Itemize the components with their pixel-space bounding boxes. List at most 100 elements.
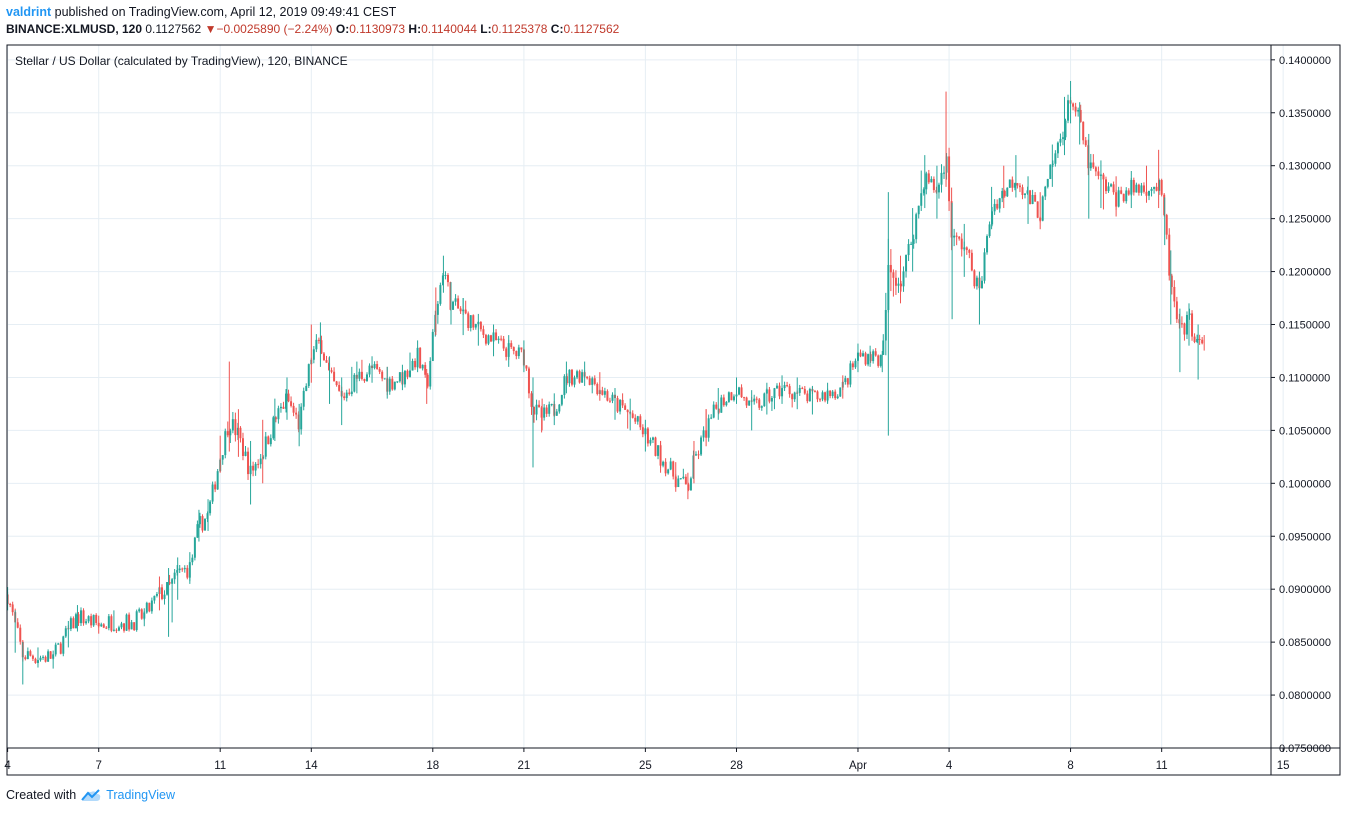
candle-body <box>689 478 692 491</box>
candle-body <box>414 360 417 368</box>
candle-body <box>725 401 728 406</box>
candle-body <box>970 252 973 271</box>
candle-body <box>872 351 875 362</box>
candle-body <box>26 651 29 660</box>
candle-body <box>679 478 682 480</box>
candle-body <box>788 386 791 395</box>
candle-body <box>1082 121 1085 141</box>
candle-body <box>953 235 956 238</box>
candle-body <box>712 404 715 418</box>
candle-body <box>495 332 498 341</box>
candle-body <box>474 324 477 328</box>
candle-body <box>29 651 32 656</box>
candle-body <box>920 193 923 206</box>
candle-body <box>530 393 533 407</box>
candle-body <box>867 354 870 365</box>
candle-body <box>943 172 946 174</box>
candle-body <box>1163 194 1166 216</box>
candle-body <box>540 407 543 418</box>
candle-body <box>502 338 505 349</box>
price-axis[interactable]: 0.0750000 0.0800000 0.0850000 0.0900000 0.09… <box>1271 55 1331 755</box>
candle-body <box>636 416 639 422</box>
candle-body <box>525 365 528 369</box>
candle-body <box>117 627 120 631</box>
candle-body <box>335 381 338 386</box>
candle-body <box>262 456 265 459</box>
footer: Created with TradingView <box>6 788 175 802</box>
candle-body <box>905 255 908 272</box>
candle-body <box>145 602 148 613</box>
candle-body <box>505 348 508 357</box>
candle-body <box>290 401 293 406</box>
candle-body <box>196 524 199 538</box>
tradingview-cloud-icon[interactable] <box>80 788 102 802</box>
candle-body <box>646 428 649 444</box>
candle-body <box>168 582 171 584</box>
candle-body <box>697 454 700 456</box>
candle-body <box>434 314 437 332</box>
candle-body <box>39 657 42 661</box>
price-tick-label: 0.0900000 <box>1279 584 1331 596</box>
down-arrow-icon: ▼ <box>204 22 217 36</box>
low-label: L: <box>480 22 492 36</box>
candle-body <box>315 339 318 350</box>
candle-body <box>515 351 518 357</box>
candle-body <box>19 627 22 642</box>
candle-body <box>955 235 958 237</box>
candle-body <box>520 347 523 350</box>
candle-body <box>1127 190 1130 195</box>
candle-body <box>700 437 703 455</box>
candle-body <box>363 378 366 382</box>
candle-body <box>216 471 219 490</box>
candle-body <box>236 427 239 436</box>
candle-body <box>300 406 303 430</box>
candle-body <box>1137 184 1140 193</box>
candle-body <box>937 184 940 193</box>
candle-body <box>365 374 368 382</box>
candle-body <box>786 385 789 387</box>
candle-body <box>42 656 45 658</box>
publish-header: valdrint published on TradingView.com, A… <box>6 5 396 19</box>
candle-body <box>267 436 270 445</box>
candle-body <box>1013 183 1016 188</box>
candle-body <box>1165 215 1168 235</box>
high-label: H: <box>408 22 422 36</box>
candle-body <box>669 461 672 470</box>
candle-body <box>181 568 184 570</box>
candle-body <box>975 277 978 287</box>
candle-body <box>1034 194 1037 202</box>
chart-frame <box>6 44 1341 776</box>
price-tick-label: 0.1250000 <box>1279 214 1331 226</box>
candle-body <box>527 368 530 394</box>
candle-body <box>419 347 422 369</box>
candle-body <box>125 614 128 631</box>
price-tick-label: 0.0950000 <box>1279 531 1331 543</box>
candle-body <box>284 393 287 409</box>
candle-body <box>338 385 341 391</box>
candle-body <box>816 391 819 400</box>
candle-body <box>1125 190 1128 202</box>
candle-body <box>664 461 667 474</box>
candle-body <box>1003 191 1006 197</box>
candle-body <box>682 476 685 479</box>
candle-body <box>469 315 472 328</box>
candle-body <box>839 387 842 397</box>
tradingview-brand-link[interactable]: TradingView <box>106 788 175 802</box>
candle-body <box>854 360 857 368</box>
candle-body <box>479 322 482 330</box>
candle-body <box>879 354 882 366</box>
candle-body <box>1173 286 1176 302</box>
candle-body <box>1056 142 1059 154</box>
candle-body <box>343 396 346 399</box>
candle-body <box>586 376 589 379</box>
candle-body <box>533 406 536 415</box>
change-value: −0.0025890 (−2.24%) <box>216 22 333 36</box>
candle-body <box>740 387 743 398</box>
time-axis[interactable]: 4 7 11 14 18 21 25 28 Apr 4 8 11 15 <box>4 748 1290 772</box>
candle-body <box>378 368 381 372</box>
candle-body <box>743 397 746 399</box>
time-tick-label: 18 <box>426 760 439 772</box>
candle-body <box>105 627 108 629</box>
author-link[interactable]: valdrint <box>6 5 52 19</box>
